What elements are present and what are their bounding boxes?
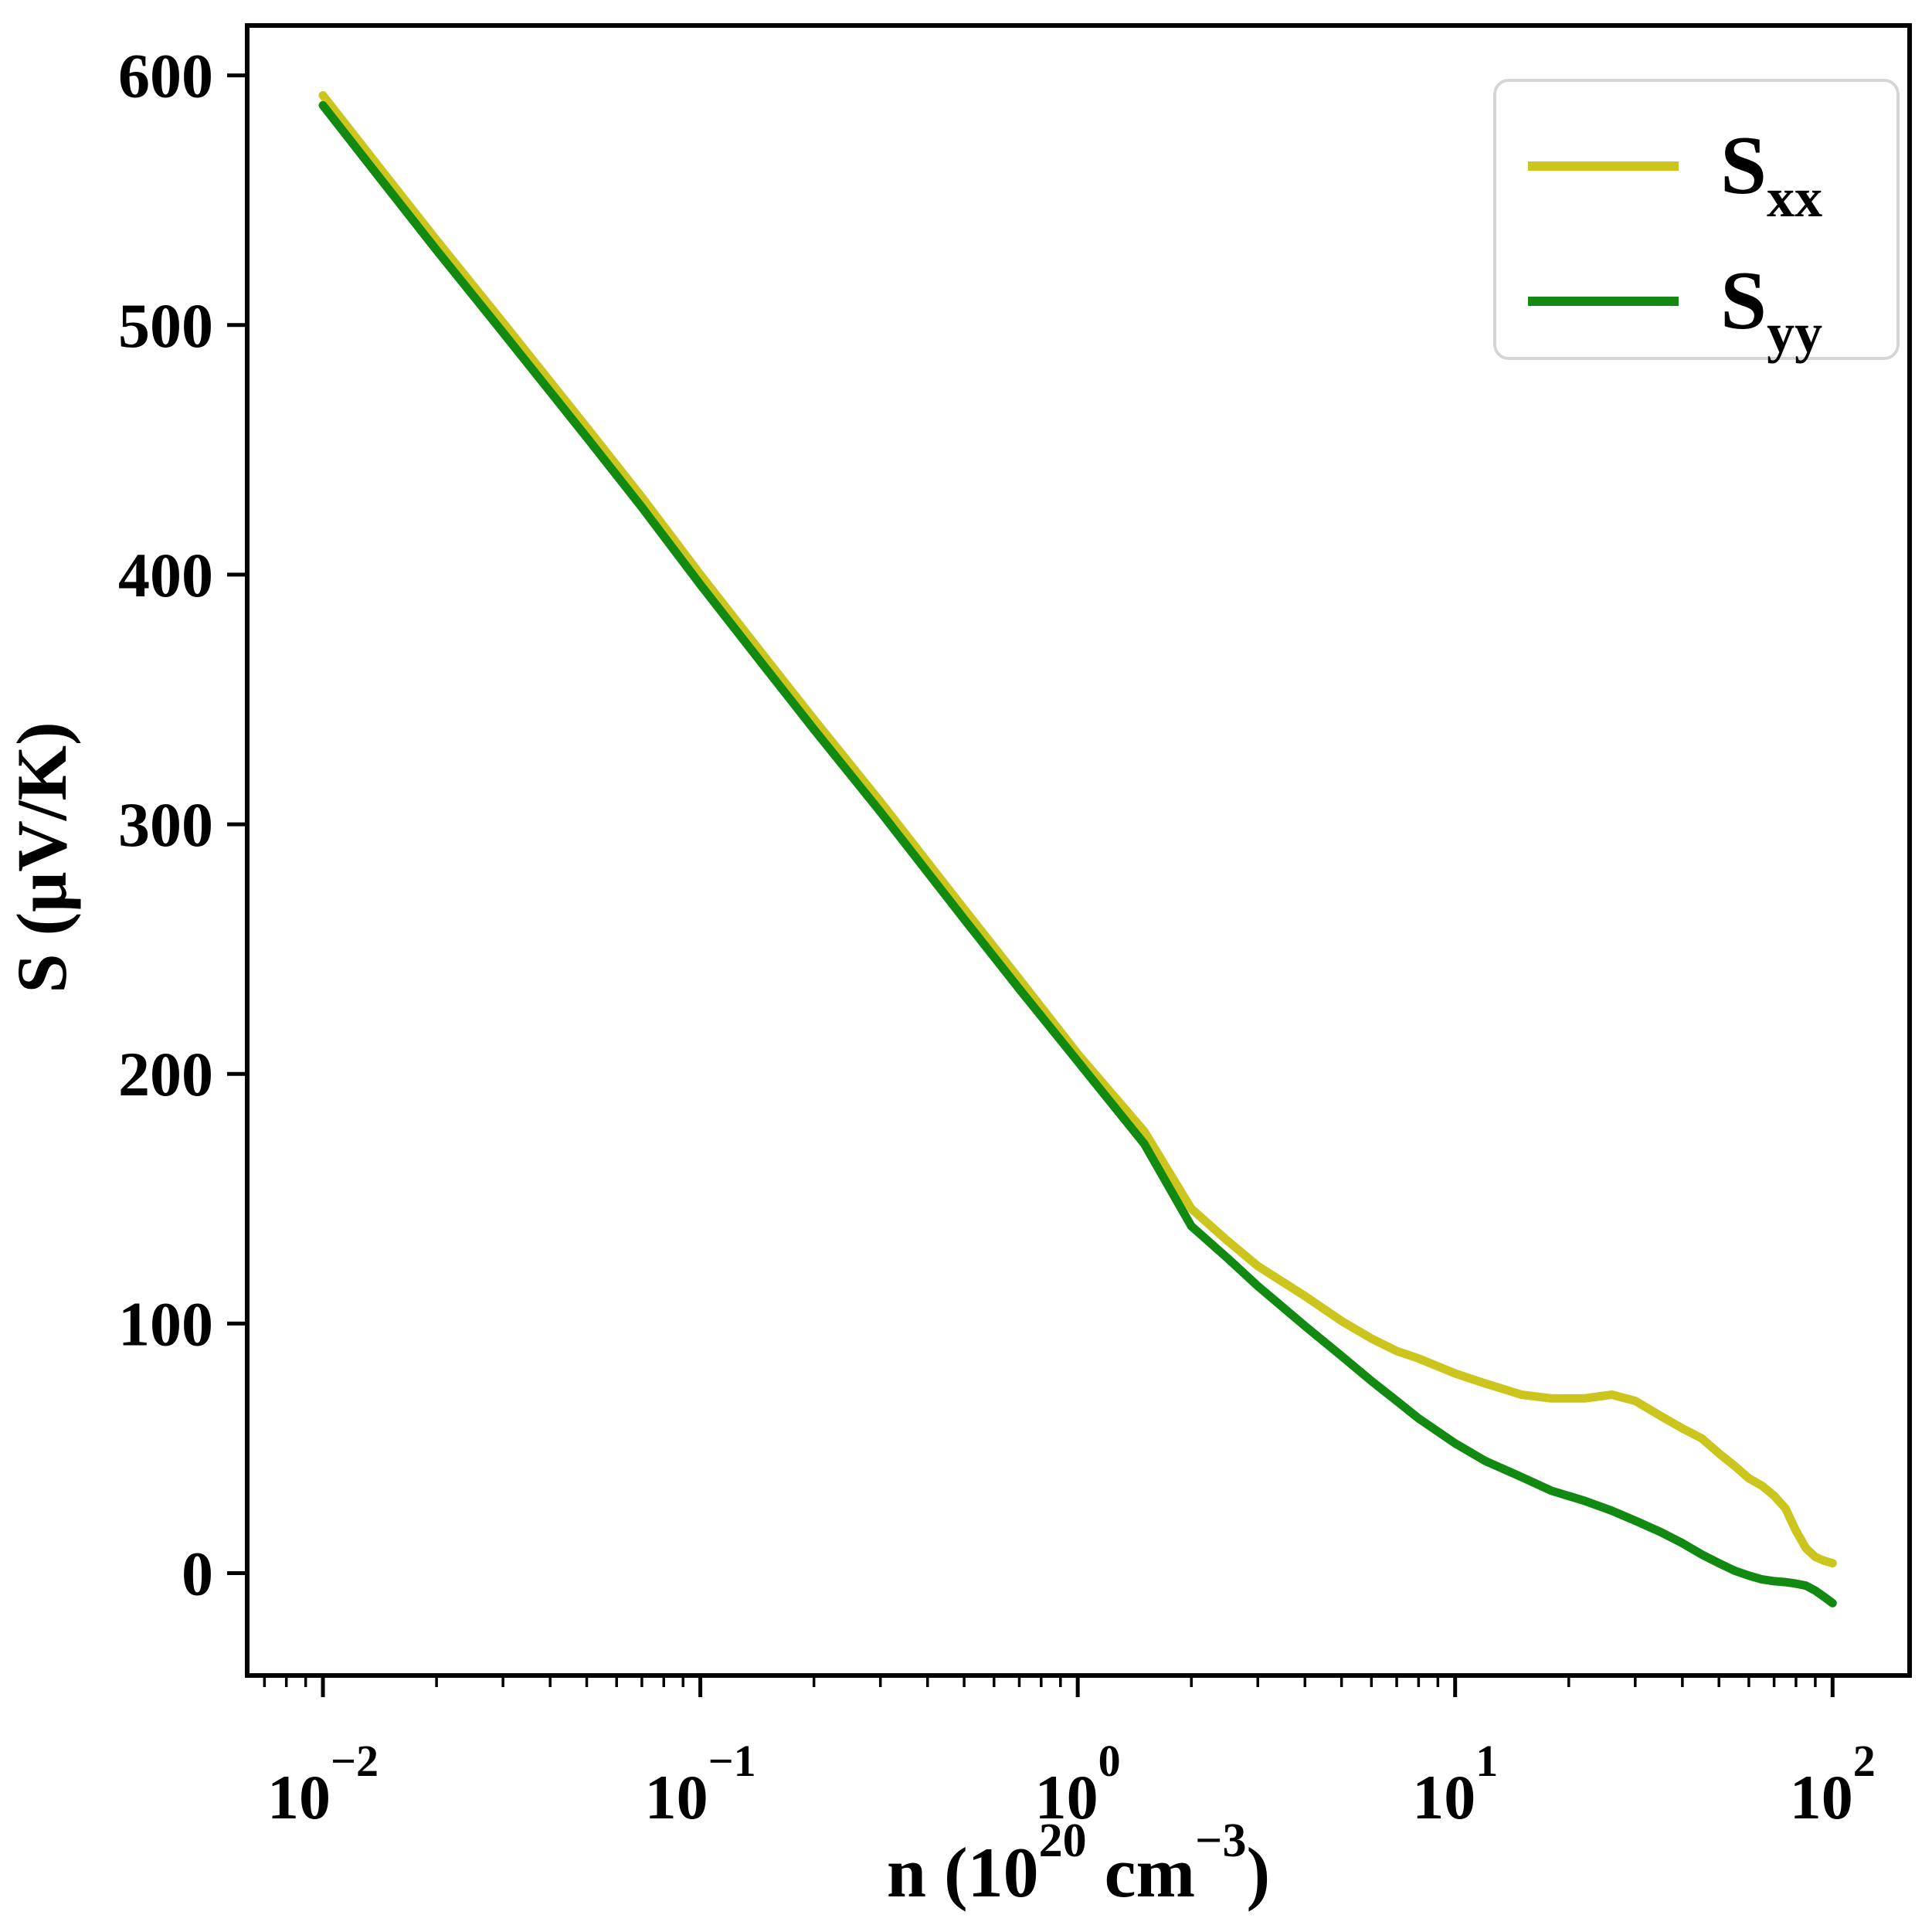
y-axis-tick-label: 600 [118,41,213,111]
y-axis-tick-label: 200 [118,1039,213,1109]
y-axis-label: S (μV/K) [2,721,81,993]
series-line-sxx [318,91,1837,1568]
y-axis-tick-label: 300 [118,789,213,860]
series-line-syy [318,100,1837,1608]
y-axis-tick-label: 500 [118,290,213,361]
y-axis-tick-label: 100 [118,1288,213,1359]
y-axis-tick-label: 0 [182,1539,213,1609]
y-axis-tick-label: 400 [118,540,213,610]
legend-box [1493,79,1900,360]
